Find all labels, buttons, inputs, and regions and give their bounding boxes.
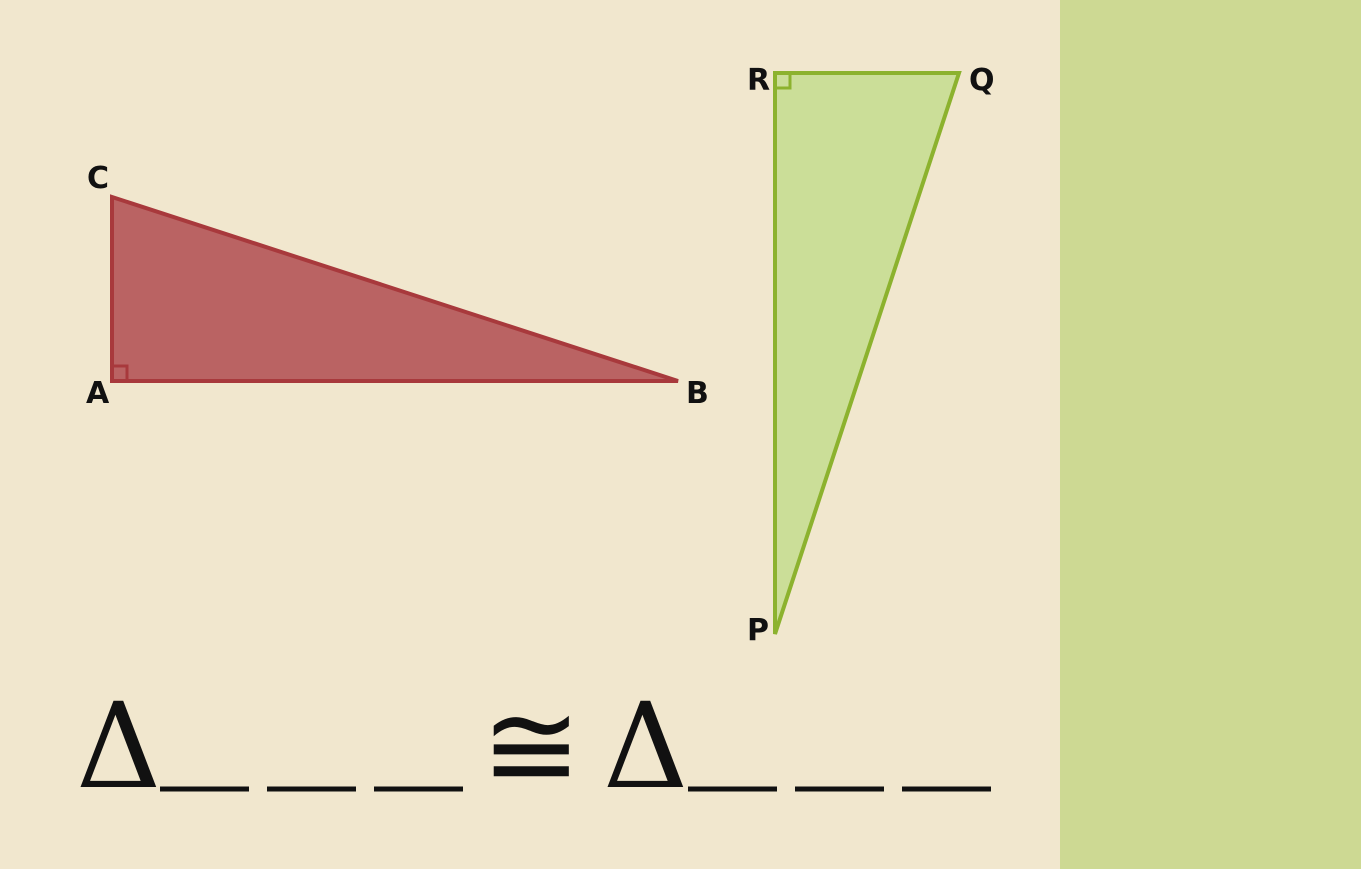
triangle-abc-shape bbox=[110, 194, 679, 383]
right-angle-marker-a bbox=[112, 364, 129, 381]
vertex-label-q: Q bbox=[969, 63, 995, 98]
right-angle-marker-r bbox=[775, 73, 792, 90]
triangle-pqr: R Q P bbox=[747, 63, 995, 648]
side-panel bbox=[1060, 0, 1361, 869]
triangle-abc: C A B bbox=[86, 161, 709, 411]
vertex-label-r: R bbox=[747, 63, 770, 98]
triangle-symbol-left: Δ bbox=[76, 677, 161, 815]
vertex-label-b: B bbox=[686, 376, 709, 411]
congruence-statement: Δ ≅ Δ bbox=[76, 677, 991, 816]
congruence-symbol: ≅ bbox=[481, 677, 582, 816]
triangle-symbol-right: Δ bbox=[603, 677, 688, 815]
vertex-label-p: P bbox=[747, 613, 769, 648]
triangle-diagram: C A B R Q P Δ ≅ Δ bbox=[76, 63, 995, 816]
triangle-pqr-shape bbox=[773, 71, 962, 635]
vertex-label-a: A bbox=[86, 376, 110, 411]
vertex-label-c: C bbox=[87, 161, 109, 196]
